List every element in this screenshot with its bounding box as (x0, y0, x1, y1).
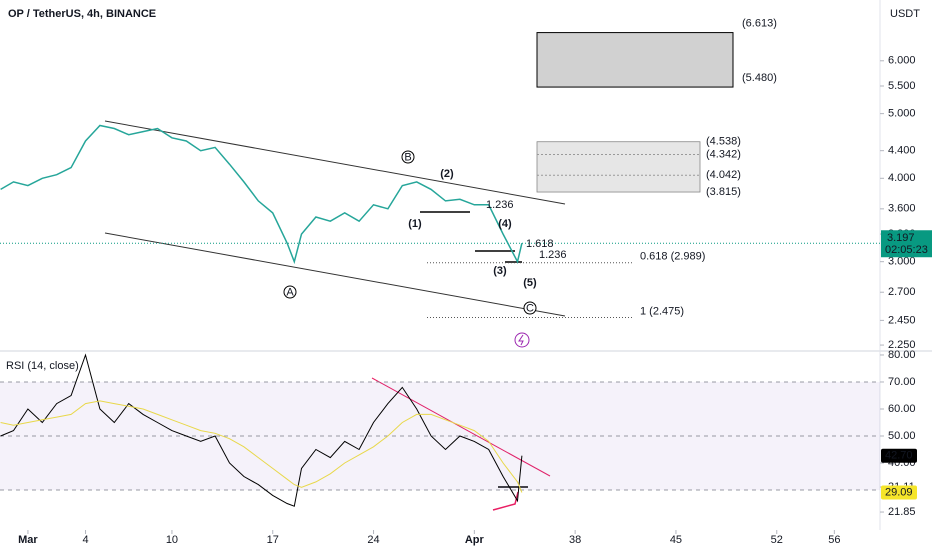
target-zone (536, 32, 734, 88)
y-tick-label: 2.250 (888, 339, 916, 351)
wave-label: B (404, 151, 411, 163)
wave-circle (401, 150, 415, 164)
rsi-badge-label: 29.09 (885, 486, 913, 498)
x-tick-label: 56 (828, 534, 840, 546)
wave-annotation: (4) (498, 218, 512, 230)
event-icon-bolt (518, 334, 524, 346)
y-tick-label: 3.000 (888, 256, 916, 268)
rsi-badge-label: 42.70 (885, 450, 913, 462)
chart-title: OP / TetherUS, 4h, BINANCE (8, 8, 156, 20)
series-line (0, 353, 523, 507)
zone-label: (5.480) (742, 72, 777, 84)
fib-label: 1 (2.475) (640, 305, 684, 317)
divergence-line (492, 491, 519, 511)
channel-upper (104, 120, 566, 205)
y-tick-label: 60.00 (888, 403, 916, 415)
channel-lower (104, 232, 566, 317)
zone-label: (3.815) (706, 186, 741, 198)
y-tick-label: 21.85 (888, 506, 916, 518)
x-tick-label: 24 (367, 534, 379, 546)
event-icon[interactable] (514, 332, 530, 348)
y-tick-label: 2.700 (888, 286, 916, 298)
x-tick-label: Mar (18, 534, 38, 546)
wave-annotation: 1.236 (486, 199, 514, 211)
currency-label: USDT (890, 8, 920, 20)
y-tick-label: 4.000 (888, 172, 916, 184)
y-tick-label: 2.450 (888, 314, 916, 326)
fib-label: 0.618 (2.989) (640, 251, 705, 263)
rsi-title: RSI (14, close) (6, 360, 79, 372)
x-tick-label: 38 (569, 534, 581, 546)
price-badge (881, 230, 932, 258)
wave-annotation: (1) (408, 218, 422, 230)
rsi-badge (881, 485, 917, 500)
y-tick-label: 5.000 (888, 108, 916, 120)
wave-annotation: (2) (440, 168, 454, 180)
wave-annotation: 1.236 (539, 249, 567, 261)
wave-label: A (286, 286, 294, 298)
wave-circle (283, 285, 297, 299)
y-tick-label: 80.00 (888, 349, 916, 361)
x-tick-label: 17 (267, 534, 279, 546)
y-tick-label: 4.400 (888, 145, 916, 157)
y-tick-label: 6.000 (888, 55, 916, 67)
x-tick-label: 4 (82, 534, 88, 546)
y-tick-label: 3.600 (888, 203, 916, 215)
x-tick-label: 10 (166, 534, 178, 546)
series-line (0, 124, 523, 265)
price-badge-value: 3.197 (887, 232, 915, 244)
wave-circle (523, 301, 537, 315)
series-line (0, 400, 523, 493)
target-zone (536, 141, 701, 193)
rsi-badge (881, 448, 917, 463)
y-tick-label: 5.500 (888, 80, 916, 92)
x-tick-label: 45 (670, 534, 682, 546)
zone-label: (4.342) (706, 148, 741, 160)
zone-label: (6.613) (742, 17, 777, 29)
wave-annotation: 1.618 (526, 238, 554, 250)
zone-label: (4.042) (706, 169, 741, 181)
divergence-line (371, 377, 551, 477)
price-badge-countdown: 02:05:23 (885, 244, 928, 256)
y-tick-label: 50.00 (888, 430, 916, 442)
y-tick-label: 70.00 (888, 376, 916, 388)
x-tick-label: 52 (771, 534, 783, 546)
wave-annotation: (5) (523, 277, 537, 289)
x-tick-label: Apr (465, 534, 485, 546)
zone-label: (4.538) (706, 136, 741, 148)
wave-label: C (526, 302, 534, 314)
wave-annotation: (3) (493, 265, 507, 277)
